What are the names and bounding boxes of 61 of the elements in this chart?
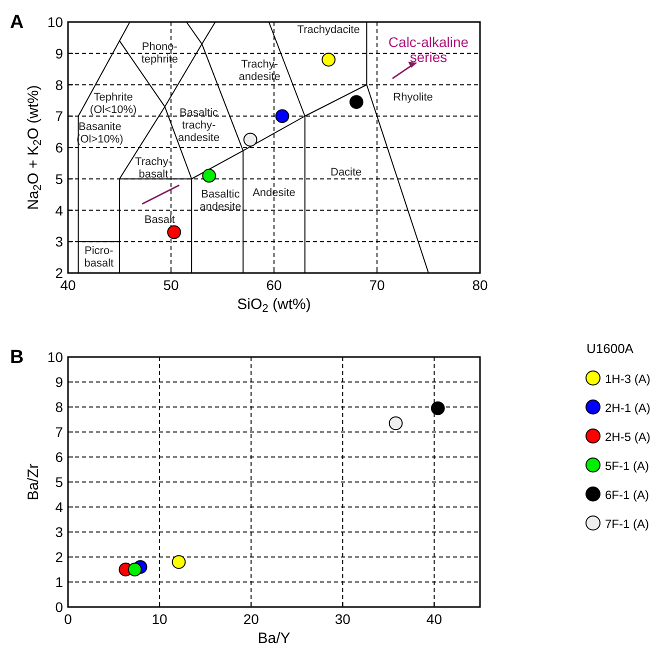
chart-title: B (10, 347, 24, 368)
x-tick-label: 20 (243, 611, 260, 627)
legend-title: U1600A (586, 341, 634, 356)
y-tick-label: 7 (55, 424, 64, 440)
x-tick-label: 40 (426, 611, 442, 627)
annotation: Picro- basalt (84, 245, 114, 270)
y-tick-label: 8 (55, 399, 64, 415)
legend-label: 1H-3 (A) (605, 372, 650, 386)
y-tick-label: 4 (55, 499, 64, 515)
annotation: Phono- tephrite (141, 41, 178, 66)
point (388, 416, 403, 430)
legend-label: 7F-1 (A) (605, 517, 650, 531)
x-axis-title: Ba/Y (258, 630, 290, 647)
x-tick-label: 30 (334, 611, 351, 627)
point (128, 562, 142, 576)
y-tick-label: 6 (55, 449, 64, 465)
y-tick-label: 4 (55, 202, 64, 218)
point (202, 168, 216, 183)
y-tick-label: 8 (55, 76, 64, 93)
point (349, 95, 364, 109)
x-tick-label: 10 (152, 611, 168, 627)
x-tick-label: 80 (472, 277, 488, 293)
y-tick-label: 0 (55, 599, 64, 615)
y-tick-label: 7 (55, 108, 64, 124)
legend-label: 2H-5 (A) (605, 430, 650, 444)
annotation: Trachy- andesite (238, 58, 280, 83)
y-tick-label: 2 (55, 549, 64, 565)
x-tick-label: 70 (369, 277, 385, 293)
point (430, 401, 445, 416)
y-tick-label: 1 (55, 574, 64, 590)
point (167, 225, 182, 240)
y-tick-label: 3 (55, 234, 64, 250)
y-axis-title: Ba/Zr (25, 464, 42, 500)
annotation: Trachydacite (297, 24, 360, 36)
y-tick-label: 9 (55, 374, 64, 390)
y-tick-label: 10 (47, 14, 64, 30)
annotation: Tephrite (Ol<10%) (90, 91, 137, 116)
y-tick-label: 6 (55, 140, 64, 156)
legend-label: 5F-1 (A) (605, 459, 650, 473)
point (172, 555, 186, 569)
annotation: Calc-alkaline series (388, 34, 469, 66)
point (275, 109, 290, 124)
y-tick-label: 10 (47, 349, 64, 365)
x-axis-title: SiO$_{2}$ (wt%) (237, 296, 311, 316)
chart-title: A (10, 12, 24, 33)
x-tick-label: 50 (163, 277, 179, 293)
annotation: Trachy- basalt (135, 156, 172, 180)
annotation: Andesite (252, 187, 296, 200)
x-tick-label: 60 (266, 277, 282, 293)
annotation: Dacite (330, 166, 362, 179)
y-tick-label: 5 (55, 170, 64, 187)
point (322, 52, 336, 67)
y-tick-label: 3 (55, 524, 64, 540)
annotation: Rhyolite (393, 91, 433, 104)
y-tick-label: 5 (55, 474, 64, 490)
annotation: Basaltic andesite (200, 188, 242, 214)
legend-label: 2H-1 (A) (605, 401, 650, 415)
legend-label: 6F-1 (A) (605, 488, 650, 502)
annotation: Basalt (144, 214, 175, 226)
y-tick-label: 9 (55, 45, 64, 62)
point (243, 132, 258, 147)
